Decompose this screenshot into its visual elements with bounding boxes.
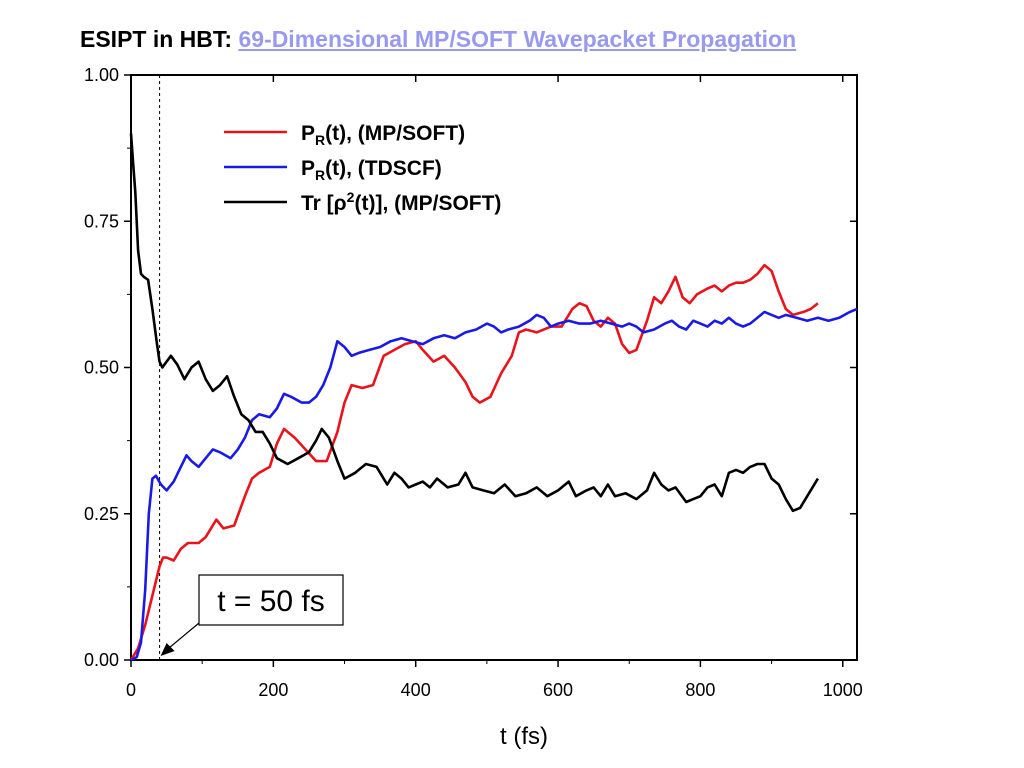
annotation-arrow-head — [160, 643, 175, 656]
y-tick-label: 0.00 — [84, 650, 119, 670]
x-tick-label: 0 — [126, 680, 136, 700]
page-title: ESIPT in HBT: 69-Dimensional MP/SOFT Wav… — [80, 26, 796, 53]
x-tick-label: 200 — [258, 680, 288, 700]
y-tick-label: 0.75 — [84, 211, 119, 231]
x-tick-label: 600 — [543, 680, 573, 700]
series-pr-mpsoft-legend-label: PR(t), (MP/SOFT) — [301, 122, 465, 148]
plot-frame — [130, 74, 858, 661]
y-tick-label: 0.25 — [84, 504, 119, 524]
series-pr-tdscf-line — [130, 307, 858, 662]
x-tick-label: 1000 — [823, 680, 863, 700]
series-pr-tdscf-legend-label: PR(t), (TDSCF) — [301, 157, 442, 183]
x-tick-label: 400 — [401, 680, 431, 700]
y-tick-label: 1.00 — [84, 65, 119, 85]
annotation-label: t = 50 fs — [217, 585, 325, 618]
annotation-arrow-line — [166, 622, 200, 651]
y-tick-label: 0.50 — [84, 358, 119, 378]
title-prefix: ESIPT in HBT: — [80, 26, 233, 52]
series-pr-mpsoft-line — [129, 263, 819, 661]
x-axis-title: t (fs) — [500, 723, 548, 750]
title-link[interactable]: 69-Dimensional MP/SOFT Wavepacket Propag… — [238, 26, 797, 52]
series-trace-rho2-legend-label: Tr [ρ2(t)], (MP/SOFT) — [301, 189, 501, 215]
x-tick-label: 800 — [685, 680, 715, 700]
annotation-box — [198, 574, 344, 626]
series-trace-rho2-line — [129, 133, 820, 513]
